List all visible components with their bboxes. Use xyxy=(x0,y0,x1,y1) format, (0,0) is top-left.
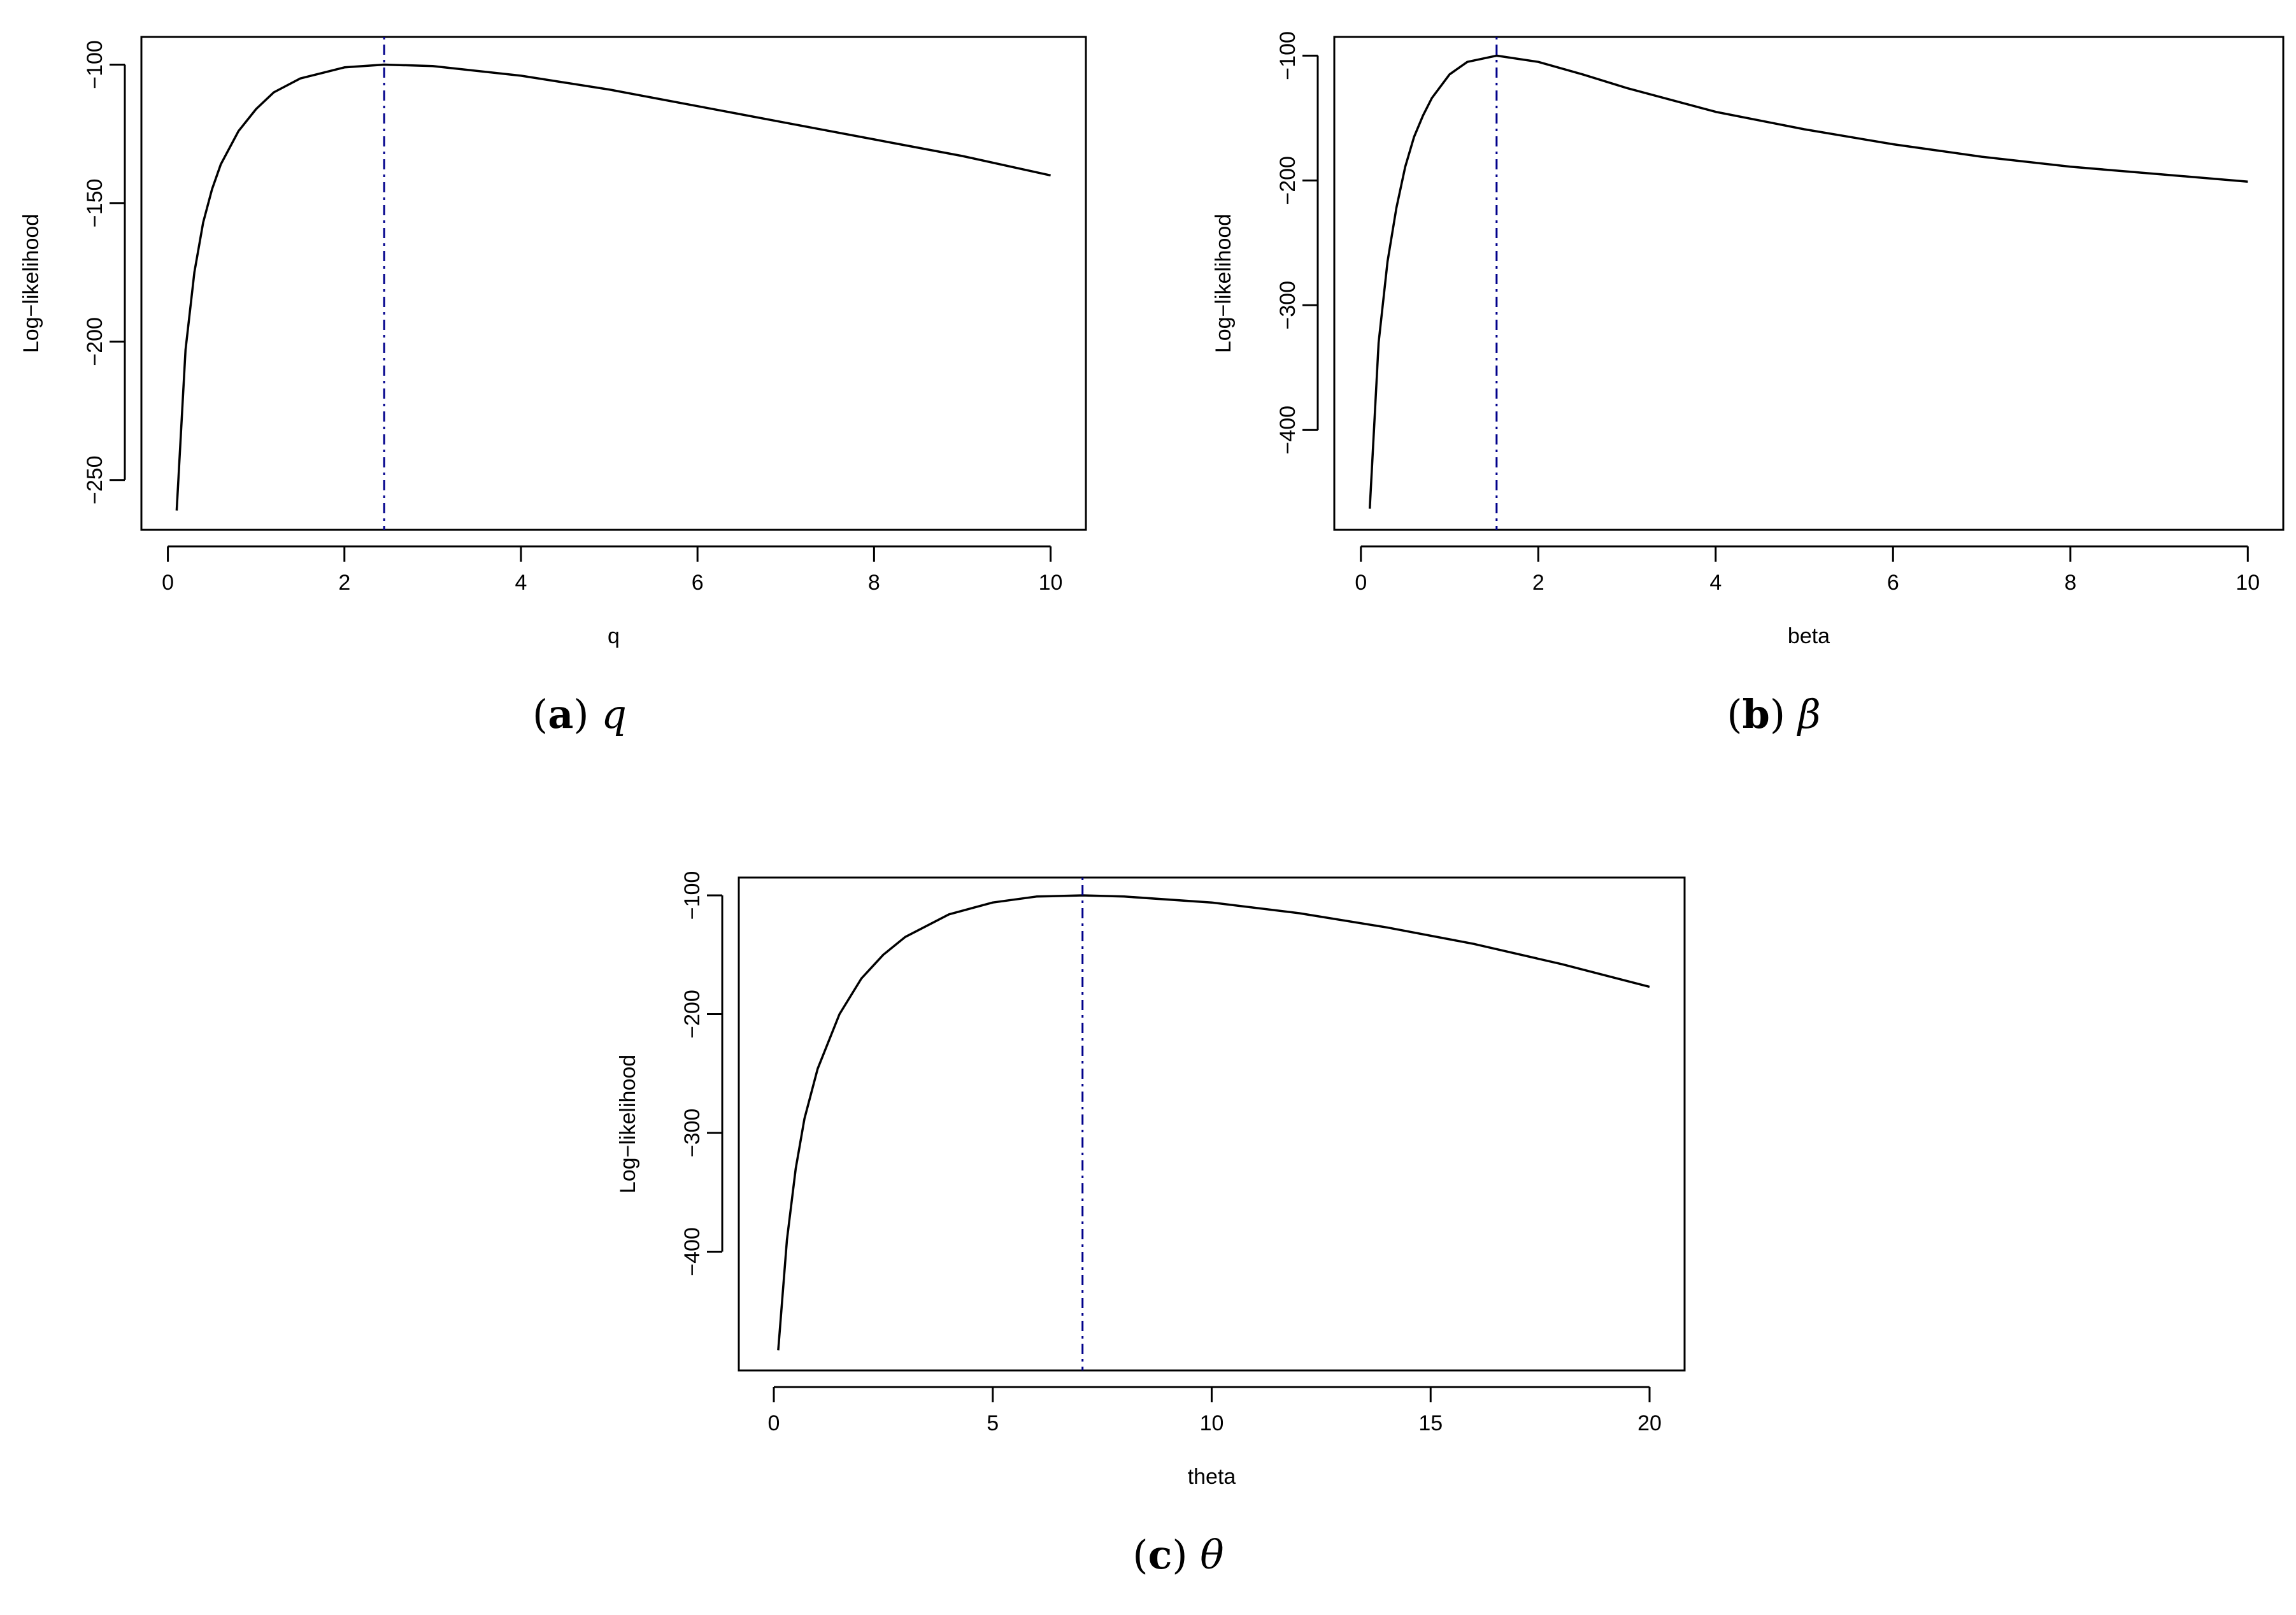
chart-a-x-tick-label-1: 2 xyxy=(338,571,350,595)
chart-b-y-tick-label-1: −200 xyxy=(1276,156,1300,205)
chart-c-series-line-0 xyxy=(777,894,1650,1351)
chart-b-y-tick-label-2: −300 xyxy=(1276,281,1300,330)
caption-b: (b) β xyxy=(1727,691,1821,737)
caption-a: (a) q xyxy=(532,691,627,737)
chart-a-x-tick-label-0: 0 xyxy=(162,571,174,595)
chart-a-y-tick-label-3: −250 xyxy=(83,455,107,504)
caption-c: (c) θ xyxy=(1132,1532,1224,1578)
caption-c-letter: c xyxy=(1148,1532,1173,1578)
chart-b-y-axis-label: Log−likelihood xyxy=(1211,214,1236,353)
caption-b-symbol: β xyxy=(1797,691,1821,737)
chart-b-x-tick-label-3: 6 xyxy=(1887,571,1899,595)
chart-b: 0 2 4 6 8 10 −100 −200 −300 −400 beta Log−likelihoo… xyxy=(1211,31,2285,648)
chart-c-y-tick-label-1: −200 xyxy=(680,990,704,1039)
chart-c-x-tick-label-4: 20 xyxy=(1637,1411,1662,1435)
chart-c-y-tick-label-0: −100 xyxy=(680,871,704,920)
chart-c-x-tick-label-0: 0 xyxy=(768,1411,780,1435)
chart-b-x-tick-label-1: 2 xyxy=(1532,571,1544,595)
caption-c-symbol: θ xyxy=(1200,1532,1224,1578)
chart-c-y-tick-label-2: −300 xyxy=(680,1109,704,1158)
chart-b-y-tick-label-3: −400 xyxy=(1276,406,1300,455)
chart-a-y-tick-label-2: −200 xyxy=(83,317,107,366)
chart-b-x-tick-label-5: 10 xyxy=(2235,571,2260,595)
chart-a-y-tick-label-1: −150 xyxy=(83,179,107,228)
chart-b-plot-frame xyxy=(1333,36,2285,531)
chart-c-plot-frame xyxy=(738,876,1686,1372)
chart-c-y-tick-label-3: −400 xyxy=(680,1227,704,1276)
chart-b-x-axis-label: beta xyxy=(1788,624,1830,648)
caption-a-letter: a xyxy=(548,691,574,737)
chart-a-x-tick-label-2: 4 xyxy=(515,571,527,595)
caption-a-symbol: q xyxy=(601,691,627,737)
chart-a-y-axis-label: Log−likelihood xyxy=(19,214,43,353)
chart-a-plot-frame xyxy=(140,36,1087,531)
chart-c-y-axis-label: Log−likelihood xyxy=(616,1055,640,1193)
chart-a: 0 2 4 6 8 10 −100 −150 −200 −250 q Log−likelihood xyxy=(19,36,1087,648)
chart-b-x-tick-label-2: 4 xyxy=(1709,571,1722,595)
chart-c-x-tick-label-2: 10 xyxy=(1200,1411,1224,1435)
caption-b-letter: b xyxy=(1742,691,1770,737)
chart-a-x-axis-label: q xyxy=(608,624,620,648)
chart-a-x-tick-label-5: 10 xyxy=(1039,571,1063,595)
chart-a-series-line-0 xyxy=(175,63,1051,511)
chart-c-x-axis-label: theta xyxy=(1188,1465,1236,1489)
chart-b-x-tick-label-4: 8 xyxy=(2064,571,2076,595)
chart-c: 0 5 10 15 20 −100 −200 −300 −400 theta Log−likelih… xyxy=(616,871,1686,1489)
chart-b-x-tick-label-0: 0 xyxy=(1355,571,1367,595)
chart-a-y-tick-label-0: −100 xyxy=(83,40,107,89)
chart-b-y-tick-label-0: −100 xyxy=(1276,31,1300,80)
chart-c-x-tick-label-3: 15 xyxy=(1418,1411,1443,1435)
chart-a-x-tick-label-4: 8 xyxy=(868,571,880,595)
chart-a-x-tick-label-3: 6 xyxy=(692,571,704,595)
chart-b-series-line-0 xyxy=(1368,54,2248,509)
chart-c-x-tick-label-1: 5 xyxy=(987,1411,999,1435)
